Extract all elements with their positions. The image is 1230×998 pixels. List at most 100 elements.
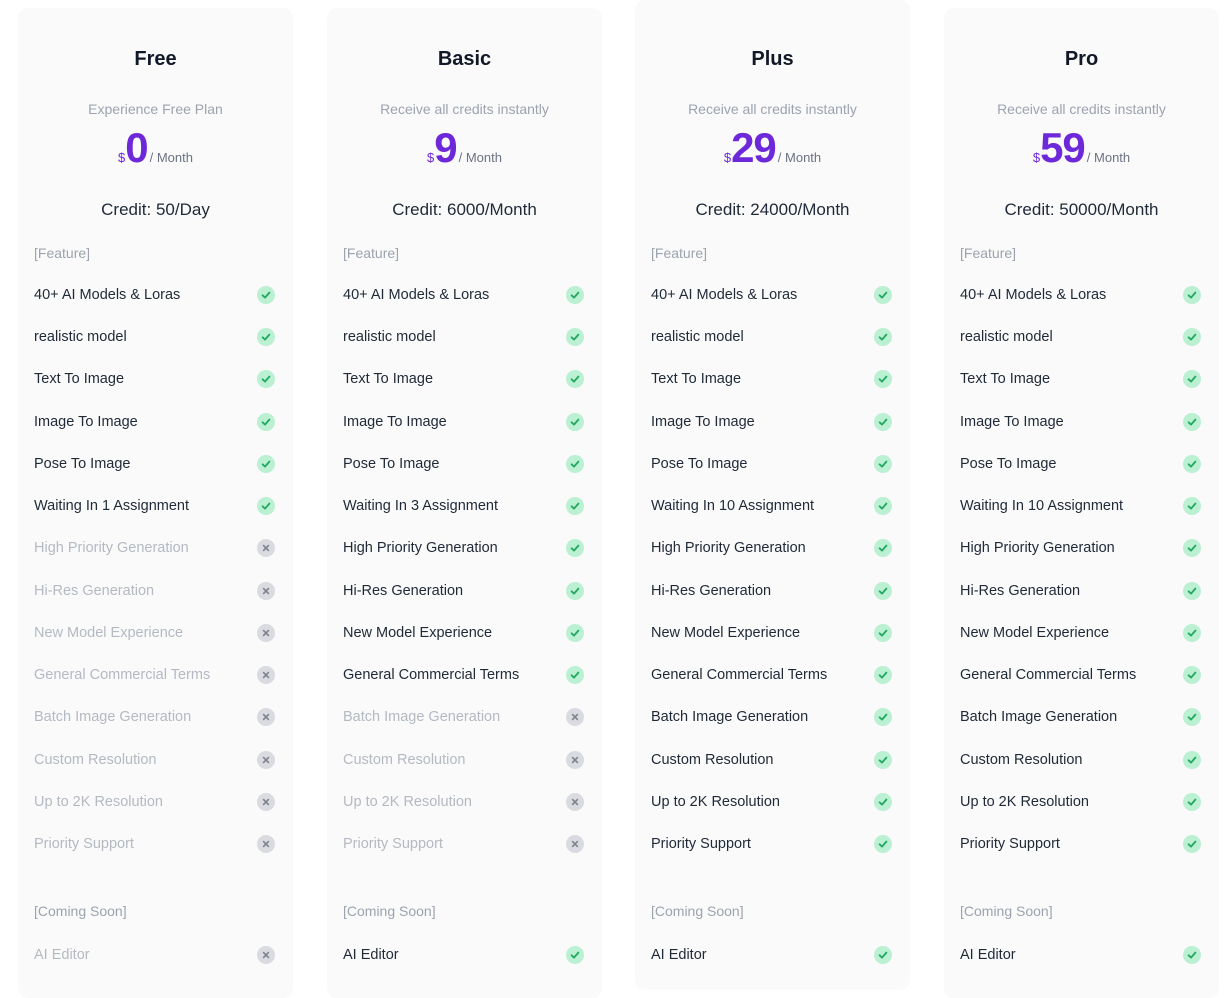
check-circle-icon: [566, 286, 584, 304]
feature-row: Custom Resolution: [651, 748, 892, 772]
feature-label: Hi-Res Generation: [34, 583, 155, 599]
feature-row: Waiting In 3 Assignment: [343, 494, 584, 518]
check-circle-icon: [1183, 624, 1201, 642]
currency-symbol: $: [118, 150, 126, 165]
x-circle-icon: [257, 708, 275, 726]
feature-row: General Commercial Terms: [34, 663, 275, 687]
plan-price: $29/ Month: [635, 124, 910, 172]
feature-row: Priority Support: [34, 832, 275, 856]
feature-row: High Priority Generation: [651, 536, 892, 560]
feature-label: Image To Image: [343, 414, 447, 430]
x-circle-icon: [257, 624, 275, 642]
feature-label: Priority Support: [960, 836, 1060, 852]
check-circle-icon: [566, 582, 584, 600]
check-circle-icon: [257, 497, 275, 515]
feature-row: Image To Image: [343, 410, 584, 434]
feature-label: Batch Image Generation: [34, 709, 192, 725]
feature-row: 40+ AI Models & Loras: [34, 283, 275, 307]
coming-soon-header: [Coming Soon]: [651, 903, 744, 919]
feature-row: 40+ AI Models & Loras: [343, 283, 584, 307]
feature-row: Up to 2K Resolution: [34, 790, 275, 814]
feature-row: realistic model: [343, 325, 584, 349]
feature-label: Waiting In 10 Assignment: [960, 498, 1124, 514]
feature-row: Pose To Image: [343, 452, 584, 476]
x-circle-icon: [566, 751, 584, 769]
feature-row: AI Editor: [960, 943, 1201, 967]
feature-label: Batch Image Generation: [343, 709, 501, 725]
feature-row: Custom Resolution: [960, 748, 1201, 772]
feature-label: Waiting In 3 Assignment: [343, 498, 499, 514]
check-circle-icon: [1183, 946, 1201, 964]
feature-label: High Priority Generation: [343, 540, 498, 556]
feature-row: Pose To Image: [651, 452, 892, 476]
price-amount: 9: [434, 124, 457, 171]
check-circle-icon: [874, 582, 892, 600]
feature-label: Image To Image: [651, 414, 755, 430]
feature-label: Up to 2K Resolution: [960, 794, 1089, 810]
check-circle-icon: [874, 370, 892, 388]
feature-row: High Priority Generation: [34, 536, 275, 560]
plan-subtitle: Receive all credits instantly: [380, 101, 549, 117]
feature-row: Waiting In 10 Assignment: [651, 494, 892, 518]
plan-subtitle: Experience Free Plan: [88, 101, 223, 117]
features-header: [Feature]: [34, 245, 91, 261]
feature-row: Custom Resolution: [34, 748, 275, 772]
feature-row: New Model Experience: [343, 621, 584, 645]
price-period: / Month: [777, 150, 822, 165]
price-period: / Month: [458, 150, 502, 165]
check-circle-icon: [1183, 708, 1201, 726]
feature-row: Custom Resolution: [343, 748, 584, 772]
feature-label: Text To Image: [960, 371, 1051, 387]
check-circle-icon: [257, 455, 275, 473]
feature-label: AI Editor: [34, 947, 90, 963]
check-circle-icon: [566, 370, 584, 388]
check-circle-icon: [1183, 582, 1201, 600]
feature-label: Priority Support: [34, 836, 134, 852]
feature-row: Image To Image: [651, 410, 892, 434]
feature-row: AI Editor: [651, 943, 892, 967]
feature-row: AI Editor: [34, 943, 275, 967]
feature-label: General Commercial Terms: [34, 667, 211, 683]
coming-soon-header: [Coming Soon]: [343, 903, 436, 919]
check-circle-icon: [257, 413, 275, 431]
feature-row: Batch Image Generation: [651, 705, 892, 729]
feature-label: New Model Experience: [34, 625, 184, 641]
feature-row: Text To Image: [343, 367, 584, 391]
x-circle-icon: [566, 708, 584, 726]
price-amount: 0: [125, 124, 148, 171]
feature-label: 40+ AI Models & Loras: [34, 287, 181, 303]
feature-label: AI Editor: [343, 947, 399, 963]
check-circle-icon: [1183, 455, 1201, 473]
feature-row: Image To Image: [960, 410, 1201, 434]
feature-row: Image To Image: [34, 410, 275, 434]
plan-credit: Credit: 50/Day: [101, 200, 210, 219]
x-circle-icon: [257, 946, 275, 964]
feature-label: 40+ AI Models & Loras: [651, 287, 798, 303]
feature-row: Up to 2K Resolution: [960, 790, 1201, 814]
feature-row: Batch Image Generation: [343, 705, 584, 729]
feature-label: Up to 2K Resolution: [343, 794, 472, 810]
check-circle-icon: [874, 666, 892, 684]
plan-name: Free: [134, 48, 177, 70]
feature-label: AI Editor: [960, 947, 1016, 963]
x-circle-icon: [257, 793, 275, 811]
feature-label: Text To Image: [651, 371, 742, 387]
feature-label: Image To Image: [34, 414, 138, 430]
feature-row: Batch Image Generation: [34, 705, 275, 729]
features-header: [Feature]: [960, 245, 1017, 261]
currency-symbol: $: [427, 150, 435, 165]
feature-label: Waiting In 1 Assignment: [34, 498, 190, 514]
feature-label: General Commercial Terms: [960, 667, 1137, 683]
check-circle-icon: [874, 624, 892, 642]
feature-row: Text To Image: [651, 367, 892, 391]
check-circle-icon: [874, 751, 892, 769]
check-circle-icon: [1183, 835, 1201, 853]
plan-credit: Credit: 50000/Month: [1004, 200, 1159, 219]
feature-label: realistic model: [34, 329, 127, 345]
plan-subtitle: Receive all credits instantly: [997, 101, 1166, 117]
plan-subtitle: Receive all credits instantly: [688, 101, 857, 117]
feature-label: realistic model: [651, 329, 744, 345]
feature-row: New Model Experience: [651, 621, 892, 645]
feature-label: Priority Support: [651, 836, 751, 852]
plan-credit: Credit: 24000/Month: [695, 200, 850, 219]
